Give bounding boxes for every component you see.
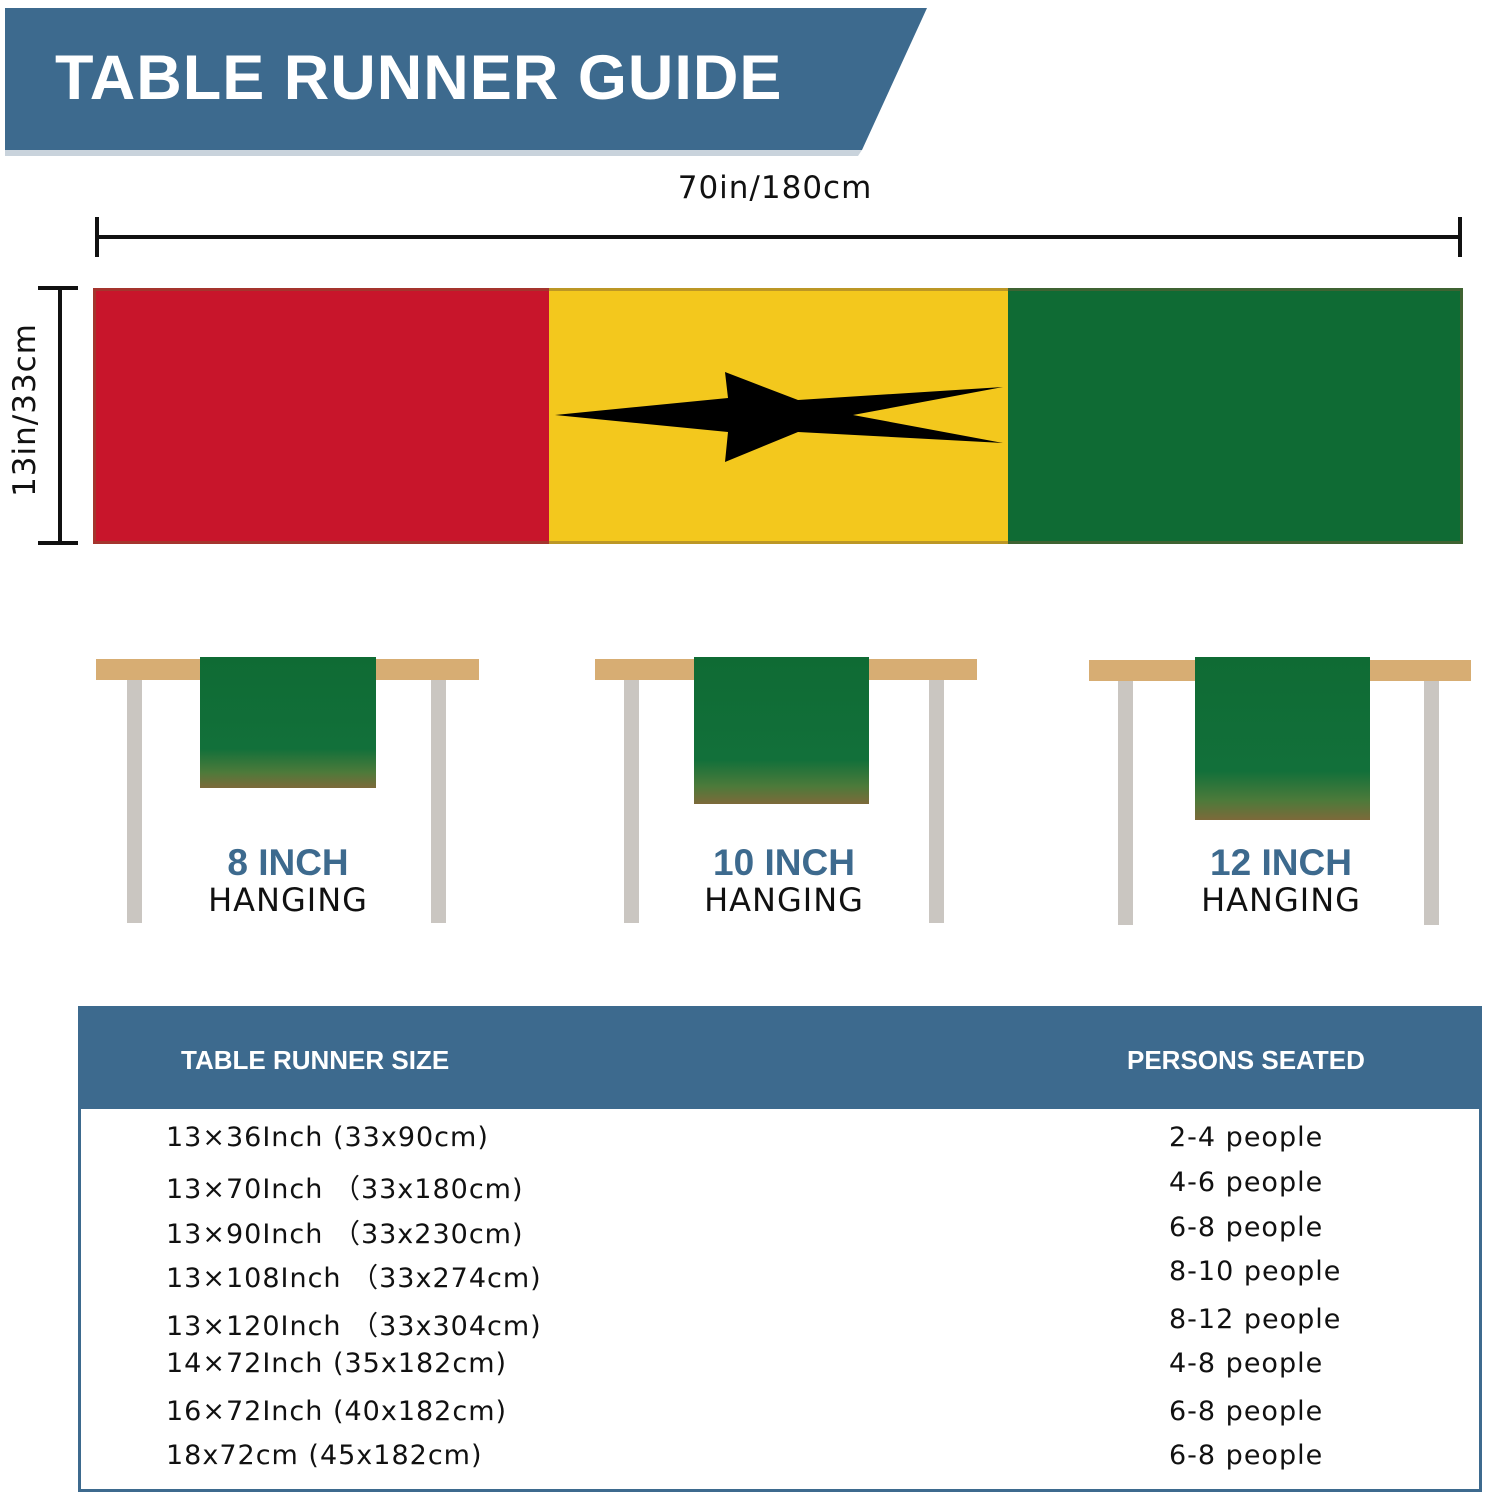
header-size: TABLE RUNNER SIZE (181, 1045, 450, 1075)
table-row: 14×72Inch (35x182cm) 4-8 people (166, 1348, 1466, 1388)
persons-cell: 6-8 people (1169, 1212, 1324, 1243)
table-row: 18x72cm (45x182cm) 6-8 people (166, 1440, 1466, 1480)
size-cell: 13×36Inch (33x90cm) (166, 1122, 489, 1153)
table-row: 13×108Inch （33x274cm) 8-10 people (166, 1256, 1466, 1296)
size-cell: 18x72cm (45x182cm) (166, 1440, 483, 1471)
header-persons: PERSONS SEATED (1127, 1045, 1365, 1075)
persons-cell: 4-8 people (1169, 1348, 1324, 1379)
table-leg (929, 680, 944, 923)
size-cell: 13×70Inch （33x180cm) (166, 1174, 524, 1205)
hanging-label: HANGING (704, 881, 864, 919)
persons-cell: 8-12 people (1169, 1304, 1342, 1335)
dimension-lines (38, 217, 1462, 545)
table-row: 16×72Inch (40x182cm) 6-8 people (166, 1396, 1466, 1436)
width-label: 70in/180cm (677, 170, 873, 206)
size-cell: 13×120Inch （33x304cm) (166, 1311, 542, 1342)
height-label: 13in/33cm (7, 323, 43, 497)
runner-hanging-10 (694, 657, 869, 804)
flag-green-band (1008, 288, 1463, 544)
flag-runner-image (93, 288, 1463, 544)
table-row: 13×120Inch （33x304cm) 8-12 people (166, 1304, 1466, 1344)
hanging-label: HANGING (1201, 881, 1361, 919)
page-title: TABLE RUNNER GUIDE (55, 43, 783, 113)
size-cell: 13×90Inch （33x230cm) (166, 1219, 524, 1250)
hanging-size-10: 10 INCH (713, 842, 855, 883)
size-table: TABLE RUNNER SIZE PERSONS SEATED 13×36In… (78, 1006, 1482, 1492)
flag-star-icon (555, 372, 1003, 462)
hanging-size-8: 8 INCH (227, 842, 349, 883)
size-cell: 13×108Inch （33x274cm) (166, 1263, 542, 1294)
flag-red-band (93, 288, 549, 544)
table-leg (1118, 681, 1133, 925)
table-row: 13×70Inch （33x180cm) 4-6 people (166, 1167, 1466, 1207)
table-leg (1424, 681, 1439, 925)
persons-cell: 6-8 people (1169, 1440, 1324, 1471)
table-leg (127, 680, 142, 923)
persons-cell: 6-8 people (1169, 1396, 1324, 1427)
runner-hanging-8 (200, 657, 376, 788)
runner-hanging-12 (1195, 657, 1370, 820)
table-leg (624, 680, 639, 923)
hanging-size-12: 12 INCH (1210, 842, 1352, 883)
table-header: TABLE RUNNER SIZE PERSONS SEATED (81, 1009, 1479, 1109)
persons-cell: 2-4 people (1169, 1122, 1324, 1153)
persons-cell: 4-6 people (1169, 1167, 1324, 1198)
title-banner (5, 8, 927, 156)
size-cell: 16×72Inch (40x182cm) (166, 1396, 508, 1427)
table-leg (431, 680, 446, 923)
hanging-label: HANGING (208, 881, 368, 919)
table-row: 13×90Inch （33x230cm) 6-8 people (166, 1212, 1466, 1252)
table-row: 13×36Inch (33x90cm) 2-4 people (166, 1122, 1466, 1162)
size-cell: 14×72Inch (35x182cm) (166, 1348, 508, 1379)
persons-cell: 8-10 people (1169, 1256, 1342, 1287)
